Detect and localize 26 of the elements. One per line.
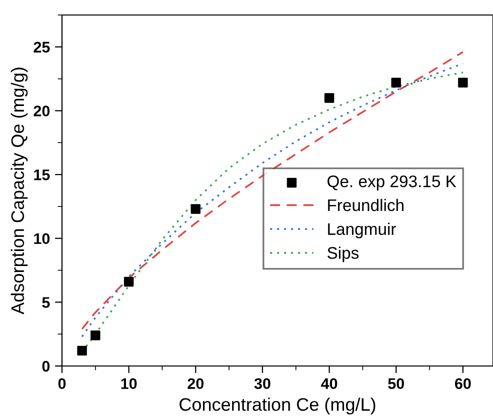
point bbox=[458, 78, 468, 88]
y-tick-label: 10 bbox=[34, 233, 50, 244]
y-tick-label: 5 bbox=[42, 297, 50, 308]
legend-label: Langmuir bbox=[328, 222, 396, 238]
point bbox=[90, 330, 100, 340]
y-axis-title: Adsorption Capacity Qe (mg/g) bbox=[10, 68, 28, 314]
point bbox=[124, 276, 134, 287]
x-axis-title: Concentration Ce (mg/L) bbox=[180, 398, 376, 414]
legend-label: Sips bbox=[327, 246, 359, 262]
legend-label: Qe. exp 293.15 K bbox=[328, 175, 456, 191]
x-tick-label: 60 bbox=[454, 378, 471, 390]
x-tick-label: 40 bbox=[321, 378, 338, 390]
y-tick-label: 0 bbox=[42, 360, 50, 372]
x-tick-label: 0 bbox=[58, 378, 66, 390]
y-tick-label: 25 bbox=[34, 42, 50, 53]
point bbox=[190, 204, 201, 214]
point bbox=[77, 346, 87, 356]
point bbox=[391, 78, 401, 88]
x-tick-label: 20 bbox=[188, 378, 204, 390]
x-tick-label: 50 bbox=[388, 378, 404, 390]
point bbox=[324, 93, 334, 103]
legend-label: Freundlich bbox=[328, 198, 404, 212]
x-tick-label: 30 bbox=[254, 378, 270, 390]
x-tick-label: 10 bbox=[121, 378, 137, 390]
y-tick-label: 20 bbox=[34, 106, 50, 116]
y-tick-label: 15 bbox=[34, 170, 50, 180]
